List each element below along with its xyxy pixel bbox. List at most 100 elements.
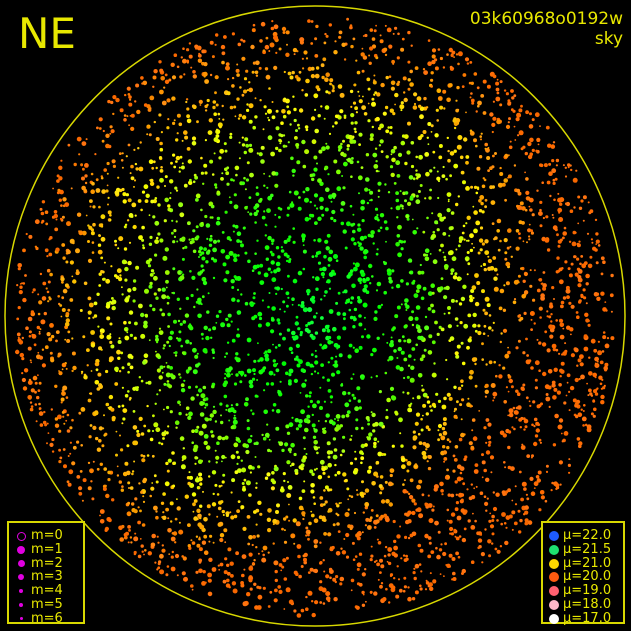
star-point [398,417,403,423]
star-point [368,465,373,470]
star-point [369,558,373,562]
star-point [322,344,328,350]
star-point [121,166,124,169]
star-point [403,558,408,562]
star-point [466,273,469,276]
star-point [124,93,127,97]
star-point [225,317,229,322]
star-point [387,553,391,557]
star-point [221,509,225,514]
star-point [322,559,325,562]
brightness-legend-item: μ=21.0 [543,556,623,571]
star-point [372,347,377,353]
star-point [326,378,331,382]
star-point [389,165,394,169]
star-point [356,493,359,496]
star-point [214,420,218,423]
star-point [484,383,489,388]
star-point [588,356,591,359]
star-point [30,310,35,314]
star-point [174,354,178,357]
star-point [402,76,407,81]
star-point [310,66,315,71]
star-point [438,248,442,252]
star-point [152,215,156,219]
star-point [386,397,391,403]
star-point [103,414,105,417]
star-point [369,133,374,138]
star-point [214,43,217,46]
star-point [212,492,215,496]
star-point [241,573,245,578]
star-point [561,267,564,270]
star-point [477,324,481,328]
star-point [507,174,512,179]
star-point [176,65,180,69]
star-point [40,211,45,216]
star-point [109,219,112,221]
star-point [384,183,387,186]
star-point [517,339,521,343]
star-point [539,490,545,495]
star-point [408,271,412,274]
star-point [253,205,258,210]
star-point [115,453,118,457]
star-point [121,187,125,192]
star-point [299,330,303,335]
star-point [561,440,564,443]
star-point [114,366,119,372]
star-point [449,526,454,532]
star-point [274,578,278,583]
star-point [65,367,68,370]
star-point [262,366,266,370]
star-point [280,249,285,253]
star-point [150,199,155,204]
star-point [340,502,342,504]
star-point [142,246,146,250]
star-point [551,481,554,485]
star-point [455,202,459,207]
star-point [342,139,345,143]
star-point [162,511,165,514]
star-point [447,149,450,153]
star-point [297,304,300,307]
star-point [138,482,141,485]
star-point [321,587,327,593]
star-point [499,166,502,170]
star-point [438,325,442,329]
star-point [170,555,174,559]
star-point [323,489,326,492]
star-point [431,309,436,314]
star-point [538,306,543,311]
star-point [304,93,309,97]
star-point [131,470,135,473]
star-point [125,193,129,197]
star-point [553,198,556,202]
star-point [195,47,198,50]
star-point [444,542,447,546]
star-point [171,75,177,80]
star-point [247,542,251,546]
star-point [378,144,382,147]
star-point [68,469,74,475]
star-point [291,70,295,75]
star-point [379,34,382,37]
star-point [485,418,490,422]
star-point [406,461,412,466]
star-point [205,397,209,401]
star-point [142,454,146,458]
star-point [324,427,326,430]
star-point [595,364,598,367]
star-point [279,308,282,311]
star-point [338,35,342,39]
star-point [45,287,48,290]
star-point [330,200,333,203]
star-point [246,108,250,112]
star-point [450,298,455,303]
star-point [209,159,214,164]
star-point [426,136,429,139]
star-point [338,502,341,505]
star-point [496,218,502,224]
star-point [158,330,164,335]
star-point [522,383,526,387]
